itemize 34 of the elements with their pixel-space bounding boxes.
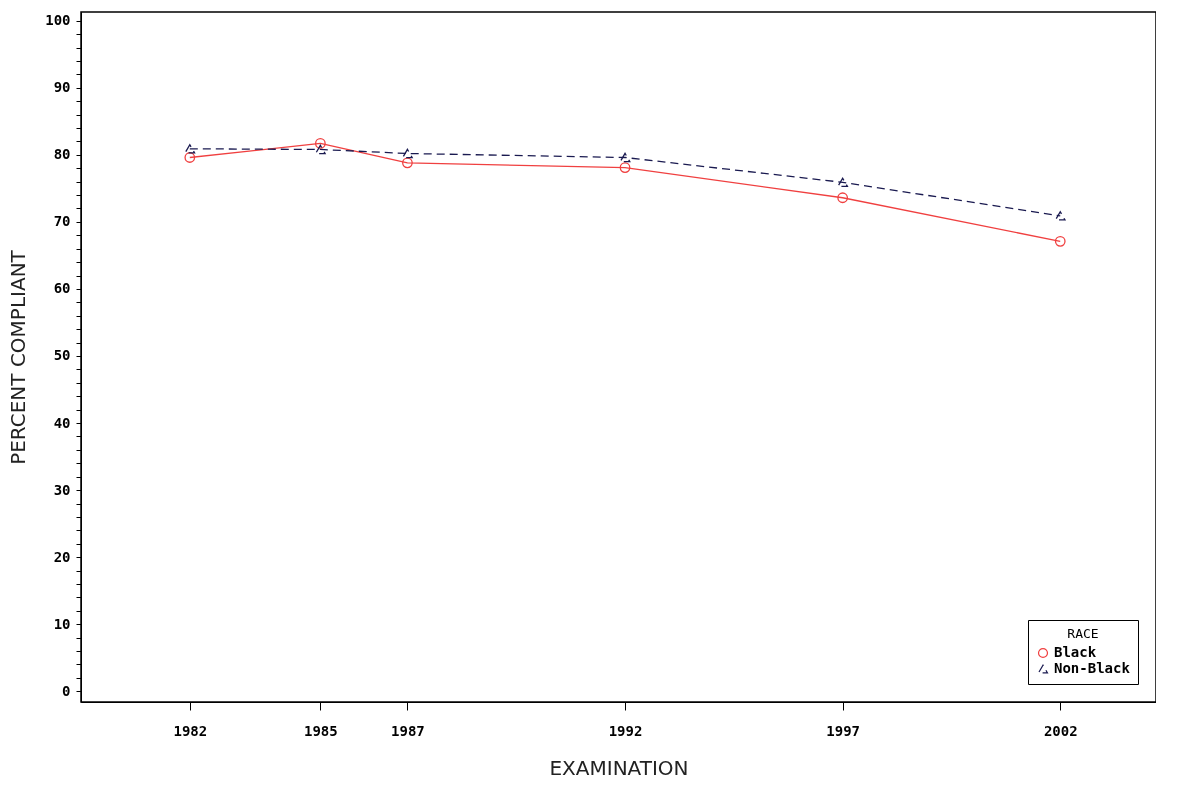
y-tick-label: 40	[53, 414, 71, 431]
legend-label: Black	[1054, 644, 1097, 660]
y-tick-label: 90	[53, 79, 71, 96]
point	[184, 152, 196, 163]
x-tick-label: 1985	[304, 722, 338, 739]
y-tick-label: 60	[53, 280, 71, 297]
point	[619, 162, 631, 173]
x-tick-label: 1997	[826, 722, 860, 739]
y-tick-label: 20	[53, 548, 71, 565]
y-tick-label: 70	[53, 213, 71, 230]
y-tick-label: 50	[53, 347, 71, 364]
y-tick-label: 80	[53, 146, 71, 163]
x-tick-label: 2002	[1043, 722, 1078, 739]
y-tick-label: 10	[53, 615, 71, 632]
point	[837, 177, 849, 188]
x-axis-title: EXAMINATION	[549, 755, 689, 780]
y-tick-label: 100	[45, 12, 71, 29]
point	[1054, 211, 1066, 221]
legend-title: RACE	[1067, 626, 1099, 641]
y-axis-title: PERCENT COMPLIANT	[6, 249, 31, 465]
point	[837, 192, 849, 204]
point	[402, 148, 413, 159]
point	[314, 138, 326, 149]
x-tick-label: 1992	[608, 722, 643, 739]
y-tick-label: 30	[53, 481, 71, 498]
y-tick-label: 0	[62, 682, 71, 699]
point	[184, 144, 196, 154]
point	[619, 152, 631, 163]
point	[314, 144, 326, 155]
x-tick-label: 1987	[391, 722, 425, 739]
legend-label: Non-Black	[1054, 660, 1131, 676]
point	[1054, 235, 1066, 247]
x-tick-label: 1982	[173, 722, 208, 739]
point	[402, 157, 413, 169]
